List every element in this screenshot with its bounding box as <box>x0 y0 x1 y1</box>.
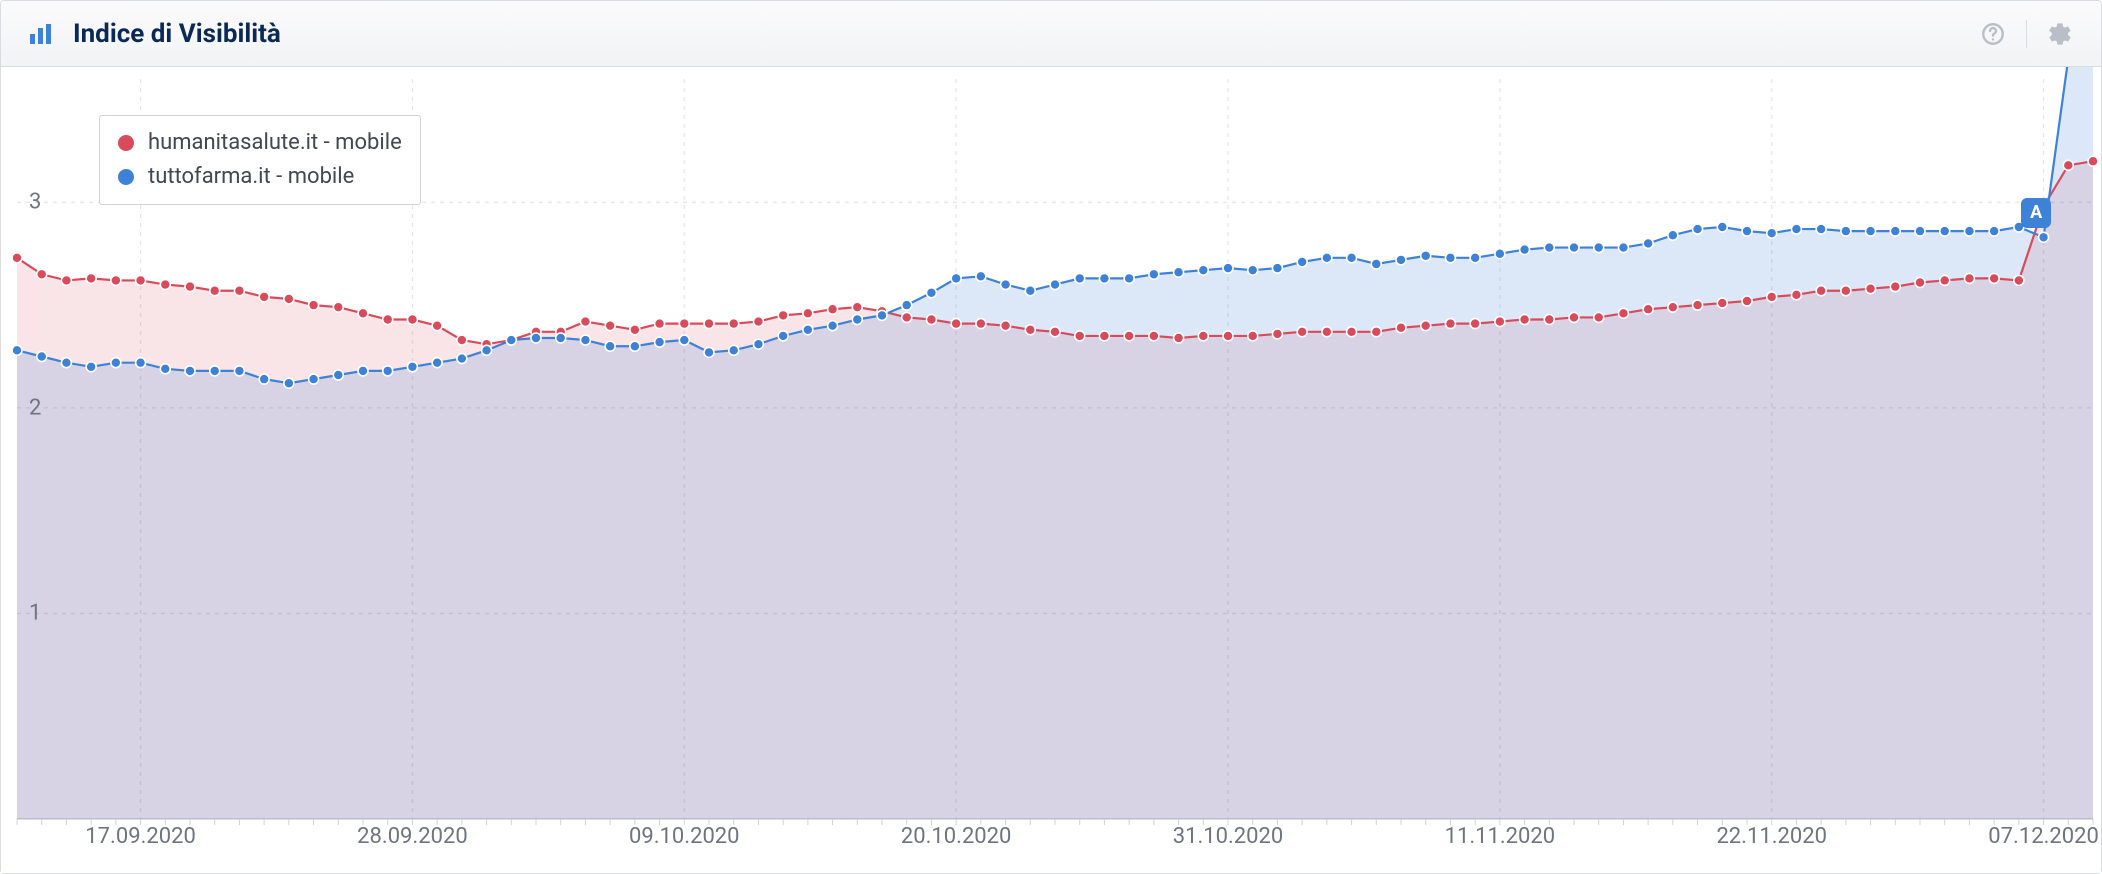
y-tick-label: 3 <box>29 190 41 215</box>
y-tick-label: 1 <box>29 601 41 626</box>
y-tick-label: 2 <box>29 395 41 420</box>
help-icon[interactable] <box>1980 21 2006 47</box>
legend-item[interactable]: tuttofarma.it - mobile <box>118 160 402 194</box>
legend-marker <box>118 135 134 151</box>
chart-icon <box>29 22 55 46</box>
panel-title: Indice di Visibilità <box>73 19 281 49</box>
chart-area[interactable]: humanitasalute.it - mobiletuttofarma.it … <box>1 67 2101 873</box>
x-tick-label: 22.11.2020 <box>1716 824 1827 849</box>
legend-marker <box>118 169 134 185</box>
legend: humanitasalute.it - mobiletuttofarma.it … <box>99 115 421 205</box>
panel-header: Indice di Visibilità <box>1 1 2101 67</box>
separator <box>2026 20 2027 48</box>
gear-icon[interactable] <box>2047 21 2073 47</box>
legend-label: tuttofarma.it - mobile <box>148 160 354 194</box>
legend-item[interactable]: humanitasalute.it - mobile <box>118 126 402 160</box>
x-tick-label: 20.10.2020 <box>901 824 1012 849</box>
x-tick-label: 07.12.2020 <box>1988 824 2099 849</box>
x-tick-label: 09.10.2020 <box>629 824 740 849</box>
x-tick-label: 31.10.2020 <box>1173 824 1284 849</box>
x-tick-label: 17.09.2020 <box>85 824 196 849</box>
x-tick-label: 28.09.2020 <box>357 824 468 849</box>
x-tick-label: 11.11.2020 <box>1445 824 1556 849</box>
event-pin[interactable]: A <box>2021 198 2051 228</box>
legend-label: humanitasalute.it - mobile <box>148 126 402 160</box>
visibility-panel: Indice di Visibilità humanitasalute.it -… <box>0 0 2102 874</box>
